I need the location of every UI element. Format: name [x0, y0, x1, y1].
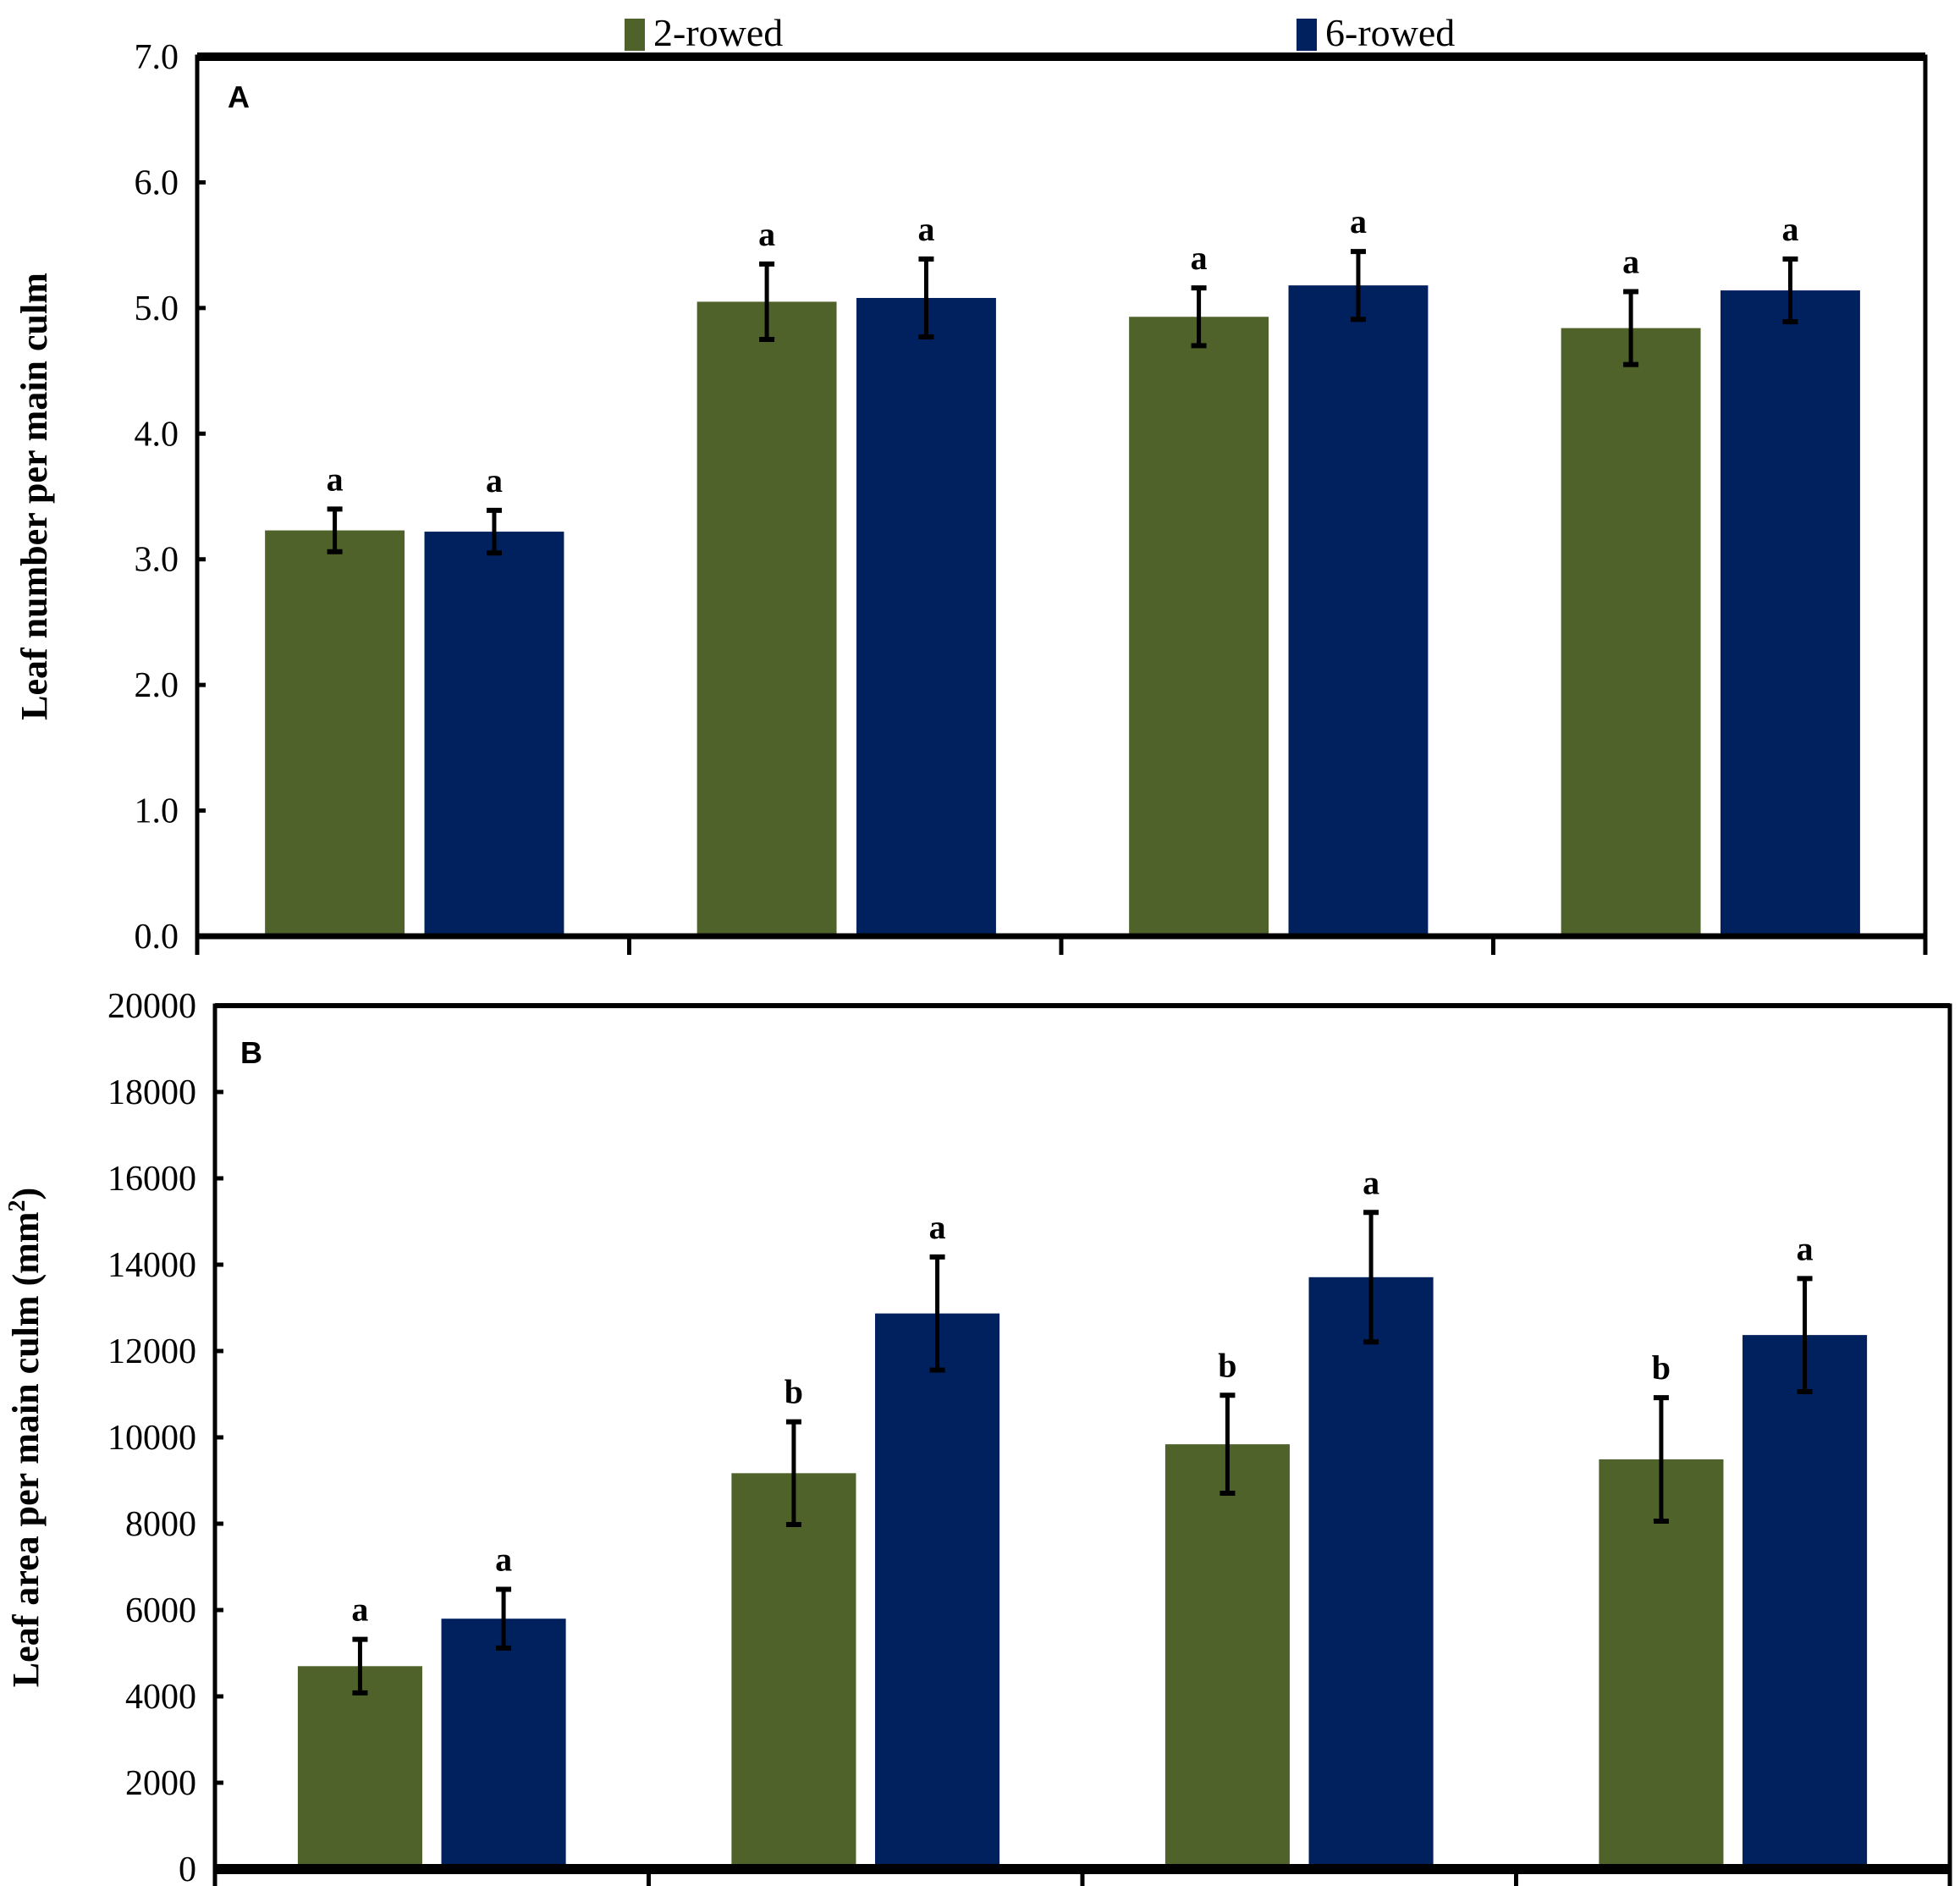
panel-label: B — [240, 1035, 262, 1070]
y-tick-label: 0 — [179, 1850, 196, 1886]
y-tick-label: 0.0 — [135, 918, 179, 957]
bar-2-rowed — [1129, 317, 1269, 936]
significance-letter: b — [1218, 1346, 1236, 1384]
bar-6-rowed — [1308, 1277, 1434, 1869]
bar-6-rowed — [1721, 290, 1860, 936]
bar-2-rowed — [297, 1666, 422, 1869]
bar-6-rowed — [875, 1313, 1000, 1869]
y-tick-label: 4000 — [125, 1678, 196, 1717]
significance-letter: a — [758, 215, 775, 253]
legend: 2-rowed 6-rowed — [625, 11, 1455, 54]
y-tick-label: 8000 — [125, 1505, 196, 1544]
panel-a: 0.0 1.0 2.0 3.0 4.0 5.0 6.0 7.0 a a a a a a a a A Leaf nu… — [14, 38, 1928, 957]
bar-2-rowed — [1599, 1459, 1724, 1869]
significance-letter: a — [495, 1541, 512, 1579]
y-tick-label: 3.0 — [135, 541, 179, 580]
significance-letter: a — [486, 461, 503, 499]
y-axis-title-text: Leaf number per main culm — [14, 273, 55, 720]
y-tick-label: 14000 — [107, 1246, 196, 1285]
significance-letter: a — [929, 1208, 946, 1246]
y-tick-label: 10000 — [107, 1419, 196, 1458]
significance-letter: a — [1781, 210, 1798, 248]
bar-6-rowed — [856, 297, 996, 936]
significance-letter: a — [1350, 202, 1367, 240]
legend-swatch-2-rowed — [625, 19, 645, 51]
legend-label-6-rowed: 6-rowed — [1325, 11, 1455, 54]
significance-letter: a — [1191, 239, 1208, 277]
bar-6-rowed — [441, 1619, 566, 1869]
significance-letter: a — [1797, 1229, 1814, 1267]
y-axis-title-superscript: 2 — [4, 1199, 30, 1211]
bar-2-rowed — [731, 1473, 856, 1869]
significance-letter: a — [917, 210, 934, 248]
y-tick-label: 6000 — [125, 1591, 196, 1630]
y-axis-title-text: Leaf area per main culm (mm — [5, 1211, 47, 1687]
significance-letter: b — [1652, 1348, 1671, 1387]
y-tick-label: 5.0 — [135, 290, 179, 328]
panel-b: 0 2000 4000 6000 8000 10000 12000 14000 16000 180… — [4, 987, 1952, 1886]
bar-2-rowed — [1164, 1444, 1290, 1869]
y-tick-label: 16000 — [107, 1160, 196, 1199]
y-tick-label: 12000 — [107, 1332, 196, 1371]
y-tick-label: 4.0 — [135, 415, 179, 454]
y-tick-label: 7.0 — [135, 38, 179, 77]
y-tick-label: 2000 — [125, 1764, 196, 1803]
bar-2-rowed — [265, 530, 405, 936]
y-axis-title-end: ) — [5, 1188, 47, 1200]
y-axis-title: Leaf number per main culm — [14, 273, 55, 720]
bar-6-rowed — [424, 532, 564, 936]
y-tick-label: 18000 — [107, 1073, 196, 1112]
legend-swatch-6-rowed — [1297, 19, 1317, 51]
bar-6-rowed — [1743, 1335, 1868, 1869]
significance-letter: a — [1363, 1163, 1379, 1201]
bar-2-rowed — [1561, 328, 1701, 936]
bar-6-rowed — [1288, 285, 1429, 936]
y-axis-title: Leaf area per main culm (mm2) — [4, 1188, 47, 1687]
significance-letter: a — [1622, 243, 1639, 281]
y-tick-label: 6.0 — [135, 163, 179, 202]
significance-letter: a — [327, 460, 344, 498]
significance-letter: b — [785, 1373, 803, 1411]
bar-2-rowed — [696, 301, 837, 937]
y-tick-label: 20000 — [107, 987, 196, 1026]
y-tick-label: 2.0 — [135, 666, 179, 705]
panel-label: A — [228, 80, 250, 114]
legend-label-2-rowed: 2-rowed — [653, 11, 783, 54]
significance-letter: a — [351, 1591, 368, 1629]
y-tick-label: 1.0 — [135, 792, 179, 831]
